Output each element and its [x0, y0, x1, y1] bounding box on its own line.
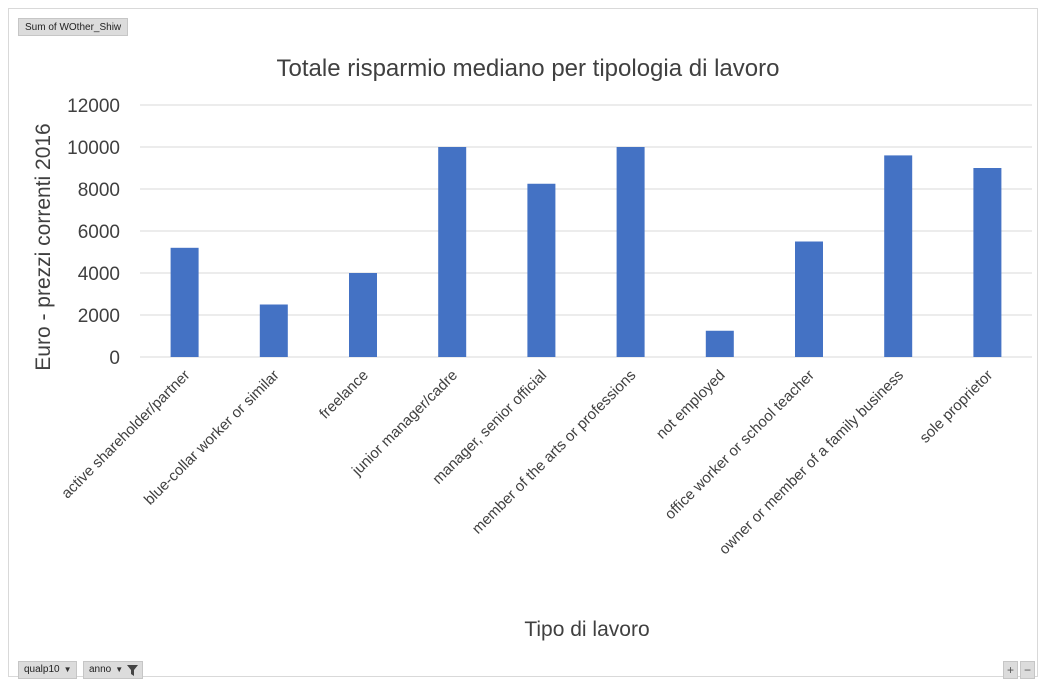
bar — [438, 147, 467, 357]
filter-button-anno[interactable]: anno ▼ — [83, 661, 144, 679]
pivot-value-field-button[interactable]: Sum of WOther_Shiw — [18, 18, 129, 36]
zoom-in-button[interactable]: + — [1003, 661, 1018, 679]
x-tick-label: not employed — [653, 367, 729, 443]
bar — [884, 155, 913, 357]
x-tick-label: sole proprietor — [916, 367, 996, 447]
y-tick-label: 6000 — [78, 222, 120, 243]
filter-button-qualp10[interactable]: qualp10 ▼ — [18, 661, 77, 679]
gridlines — [140, 104, 1032, 358]
y-tick-label: 8000 — [78, 180, 120, 201]
dropdown-arrow-icon: ▼ — [115, 665, 124, 674]
bar — [349, 273, 377, 357]
y-tick-label: 0 — [109, 348, 120, 369]
x-tick-label: member of the arts or professions — [469, 367, 640, 538]
y-tick-label: 12000 — [67, 96, 120, 117]
y-tick-label: 4000 — [78, 264, 120, 285]
zoom-controls: + − — [1003, 661, 1035, 679]
bar — [795, 241, 823, 357]
bar — [705, 330, 734, 357]
bars — [170, 147, 1002, 357]
y-tick-label: 2000 — [78, 306, 120, 327]
y-axis-tick-labels: 0 2000 4000 6000 8000 10000 12000 — [67, 96, 120, 369]
bar — [616, 147, 645, 357]
bar — [170, 247, 199, 357]
bar — [527, 183, 556, 357]
chart-title: Totale risparmio mediano per tipologia d… — [277, 55, 780, 82]
x-tick-label: freelance — [316, 367, 372, 423]
x-tick-label: owner or member of a family business — [716, 367, 907, 558]
x-axis-title: Tipo di lavoro — [524, 618, 649, 641]
filter-label: qualp10 — [24, 664, 60, 675]
chart-area-frame — [8, 8, 1038, 677]
x-tick-label: office worker or school teacher — [662, 367, 818, 523]
dropdown-arrow-icon: ▼ — [63, 665, 72, 674]
zoom-out-button[interactable]: − — [1020, 661, 1035, 679]
y-tick-label: 10000 — [67, 138, 120, 159]
bar — [259, 304, 288, 357]
filter-funnel-icon — [127, 664, 139, 676]
bar — [973, 168, 1002, 357]
filter-label: anno — [89, 664, 112, 675]
y-axis-title: Euro - prezzi correnti 2016 — [32, 123, 55, 370]
